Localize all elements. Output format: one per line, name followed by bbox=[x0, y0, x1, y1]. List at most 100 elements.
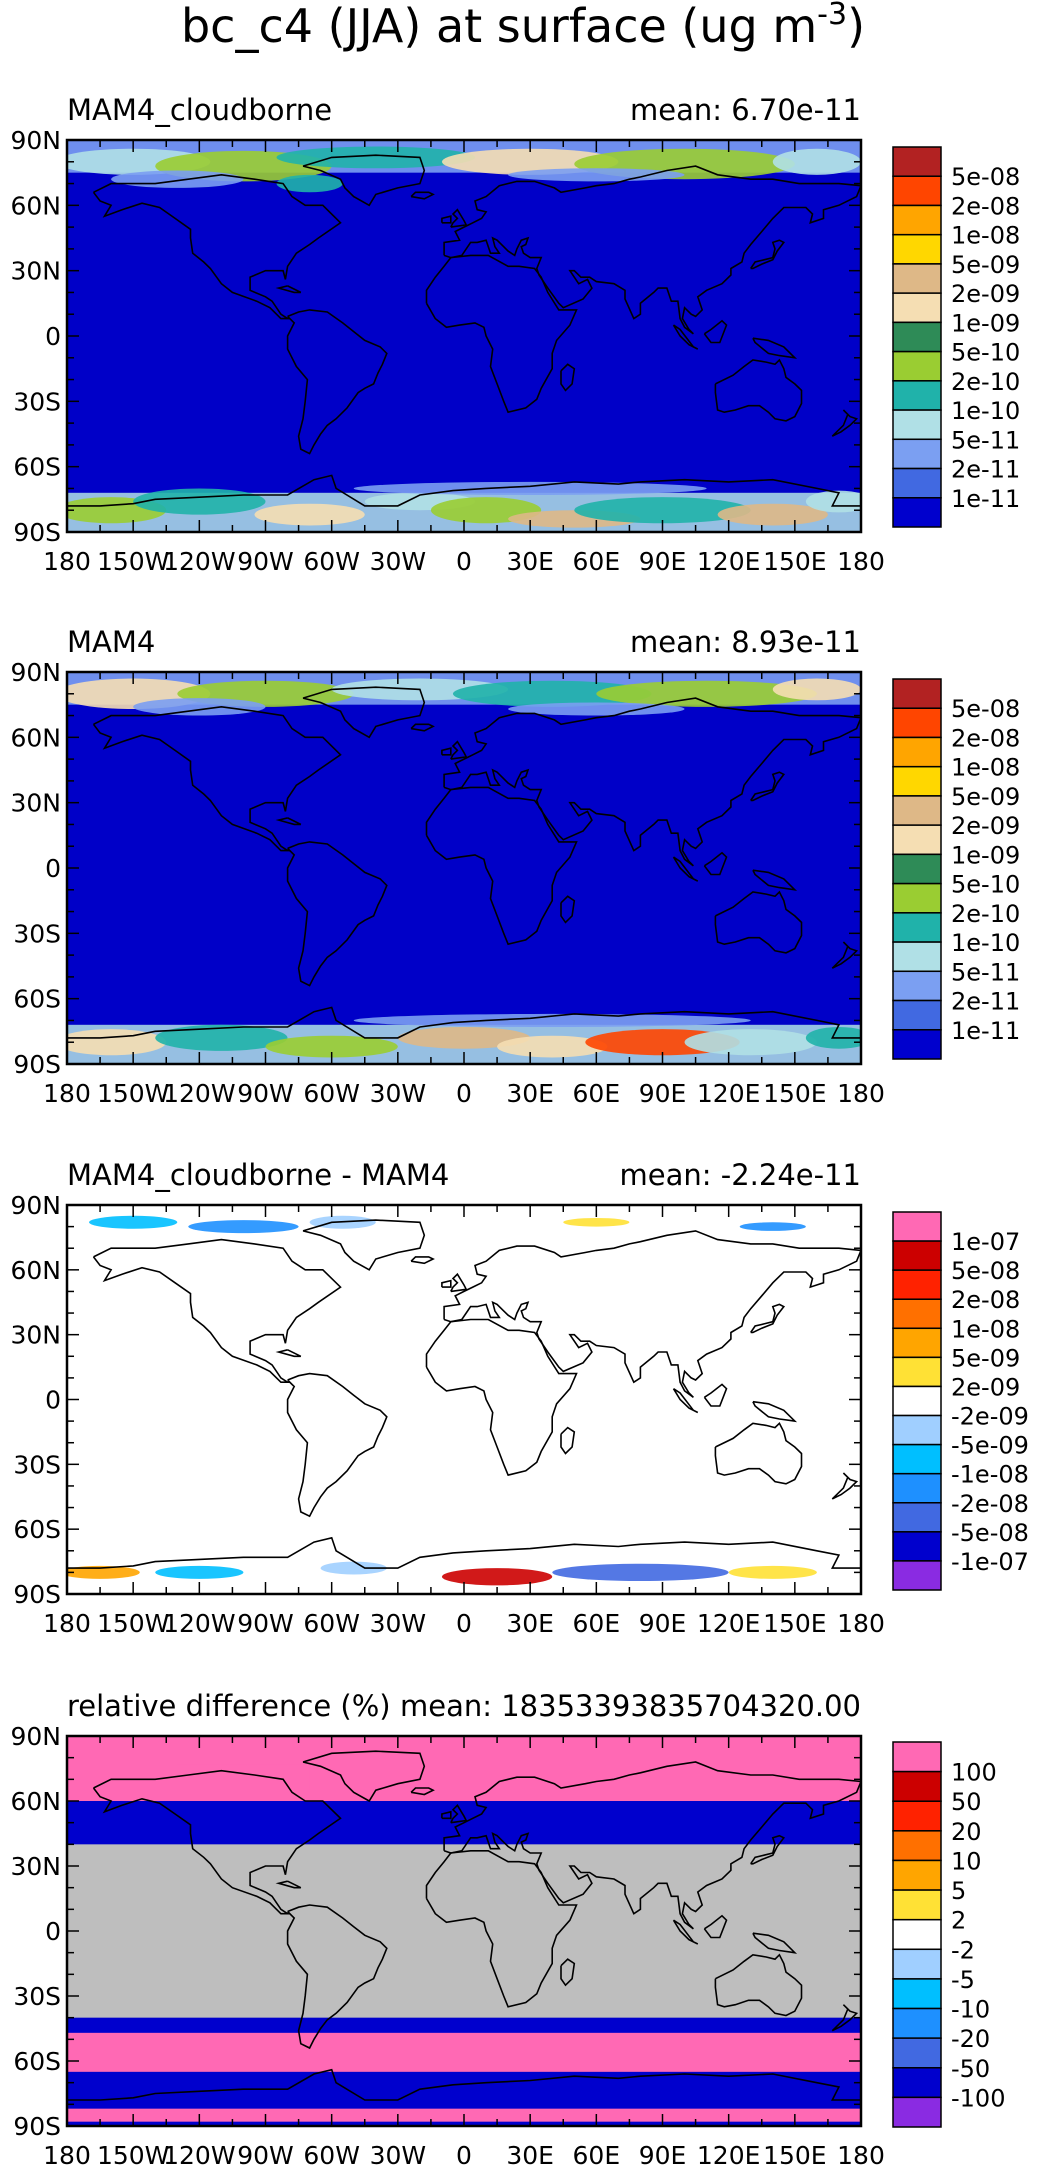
y-tick-label: 30N bbox=[10, 1852, 61, 1881]
coastline bbox=[750, 1303, 786, 1334]
coastline bbox=[703, 1383, 728, 1407]
map-region bbox=[717, 503, 828, 526]
colorbar-swatch bbox=[892, 350, 942, 382]
colorbar-label: -1e-07 bbox=[951, 1548, 1029, 1576]
coastline bbox=[443, 1230, 861, 1398]
panel-2-title: MAM4 bbox=[67, 625, 155, 659]
colorbar-label: 50 bbox=[951, 1788, 982, 1816]
y-tick-label: 60S bbox=[13, 453, 61, 482]
colorbar-label: 5e-08 bbox=[951, 163, 1020, 191]
colorbar-swatch bbox=[892, 999, 942, 1031]
coastline bbox=[831, 1472, 859, 1500]
x-tick-label: 90W bbox=[237, 1609, 294, 1638]
map-field bbox=[67, 140, 861, 532]
coastline bbox=[410, 191, 435, 200]
y-tick-label: 0 bbox=[45, 322, 61, 351]
map-region bbox=[497, 1035, 608, 1058]
coastline bbox=[441, 1810, 452, 1820]
colorbar-label: -5 bbox=[951, 1966, 975, 1994]
colorbar-swatch bbox=[892, 1770, 942, 1802]
colorbar-label: 1e-09 bbox=[951, 841, 1020, 869]
x-tick-label: 60E bbox=[573, 1609, 621, 1638]
map-region bbox=[111, 170, 244, 188]
y-tick-label: 30S bbox=[13, 387, 61, 416]
figure-title-exponent: -3 bbox=[817, 0, 847, 32]
colorbar-swatch bbox=[892, 2096, 942, 2128]
map-region bbox=[188, 1220, 299, 1234]
coastline bbox=[92, 1238, 342, 1383]
panel-2-mean: mean: 8.93e-11 bbox=[630, 625, 861, 659]
colorbar-label: 1e-11 bbox=[951, 485, 1020, 513]
x-tick-label: 60E bbox=[573, 2141, 621, 2170]
coastline bbox=[67, 2068, 861, 2101]
colorbar-swatch bbox=[892, 1029, 942, 1060]
figure-title-main: bc_c4 (JJA) at surface (ug m bbox=[181, 0, 817, 53]
map-region bbox=[67, 1565, 140, 1579]
colorbar-swatch bbox=[892, 1327, 942, 1359]
colorbar-label: 2e-08 bbox=[951, 724, 1020, 752]
panel-1-mean: mean: 6.70e-11 bbox=[630, 93, 861, 127]
x-tick-label: 180 bbox=[837, 2141, 885, 2170]
coastline bbox=[443, 165, 861, 335]
panel-3-title: MAM4_cloudborne - MAM4 bbox=[67, 1158, 449, 1192]
y-tick-label: 0 bbox=[45, 1917, 61, 1946]
colorbar-swatch bbox=[892, 467, 942, 499]
coastline bbox=[750, 239, 786, 270]
map-region bbox=[805, 490, 861, 513]
x-tick-label: 120W bbox=[163, 547, 235, 576]
panel-3-colorbar: 1e-075e-082e-081e-085e-092e-09-2e-09-5e-… bbox=[892, 1211, 1029, 1591]
colorbar-swatch bbox=[892, 1443, 942, 1475]
coastline bbox=[425, 786, 578, 946]
map-region bbox=[397, 1026, 531, 1049]
coastline bbox=[831, 941, 859, 969]
colorbar-swatch bbox=[892, 409, 942, 441]
colorbar-label: 5e-10 bbox=[951, 339, 1020, 367]
colorbar-swatch bbox=[892, 146, 942, 177]
colorbar-swatch bbox=[892, 1800, 942, 1832]
colorbar-swatch bbox=[892, 2007, 942, 2039]
map-region bbox=[133, 488, 266, 515]
coastline bbox=[714, 1953, 803, 2017]
colorbar-swatch bbox=[892, 1298, 942, 1330]
coastline bbox=[560, 1426, 576, 1455]
x-tick-label: 180 bbox=[837, 1079, 885, 1108]
coastline bbox=[703, 319, 728, 344]
figure-title-close: ) bbox=[847, 0, 865, 53]
x-tick-label: 180 bbox=[43, 2141, 91, 2170]
colorbar-label: 5e-08 bbox=[951, 695, 1020, 723]
colorbar-label: 1e-08 bbox=[951, 1315, 1020, 1343]
colorbar-swatch bbox=[892, 1472, 942, 1504]
colorbar-swatch bbox=[892, 1502, 942, 1533]
coastline bbox=[441, 1279, 452, 1288]
x-tick-label: 60W bbox=[303, 2141, 360, 2170]
colorbar-label: 5e-10 bbox=[951, 871, 1020, 899]
y-tick-label: 90N bbox=[10, 126, 61, 155]
map-region bbox=[265, 1035, 398, 1058]
x-tick-label: 180 bbox=[837, 547, 885, 576]
x-tick-label: 120E bbox=[697, 547, 761, 576]
colorbar-swatch bbox=[892, 204, 942, 236]
coastline bbox=[750, 771, 786, 802]
colorbar-swatch bbox=[892, 912, 942, 943]
coastline bbox=[286, 1904, 388, 2050]
coastline bbox=[302, 686, 426, 739]
coastline bbox=[92, 173, 342, 320]
x-tick-label: 120E bbox=[697, 2141, 761, 2170]
x-tick-label: 150W bbox=[97, 1609, 169, 1638]
figure-title: bc_c4 (JJA) at surface (ug m-3) bbox=[181, 0, 865, 53]
colorbar-label: 1e-10 bbox=[951, 397, 1020, 425]
y-tick-label: 30S bbox=[13, 1982, 61, 2011]
map-region bbox=[772, 148, 861, 175]
map-region bbox=[739, 1222, 806, 1231]
coastline bbox=[443, 1761, 861, 1930]
x-tick-label: 30W bbox=[370, 2141, 427, 2170]
coastline bbox=[672, 856, 699, 882]
colorbar-label: 2e-09 bbox=[951, 1373, 1020, 1401]
map-region bbox=[155, 1565, 244, 1579]
panel-1-map bbox=[67, 140, 861, 532]
coastline bbox=[752, 1400, 798, 1423]
coastline bbox=[302, 154, 426, 207]
map-region bbox=[441, 1568, 553, 1586]
colorbar-swatch bbox=[892, 1385, 942, 1417]
y-tick-label: 90S bbox=[13, 518, 61, 547]
